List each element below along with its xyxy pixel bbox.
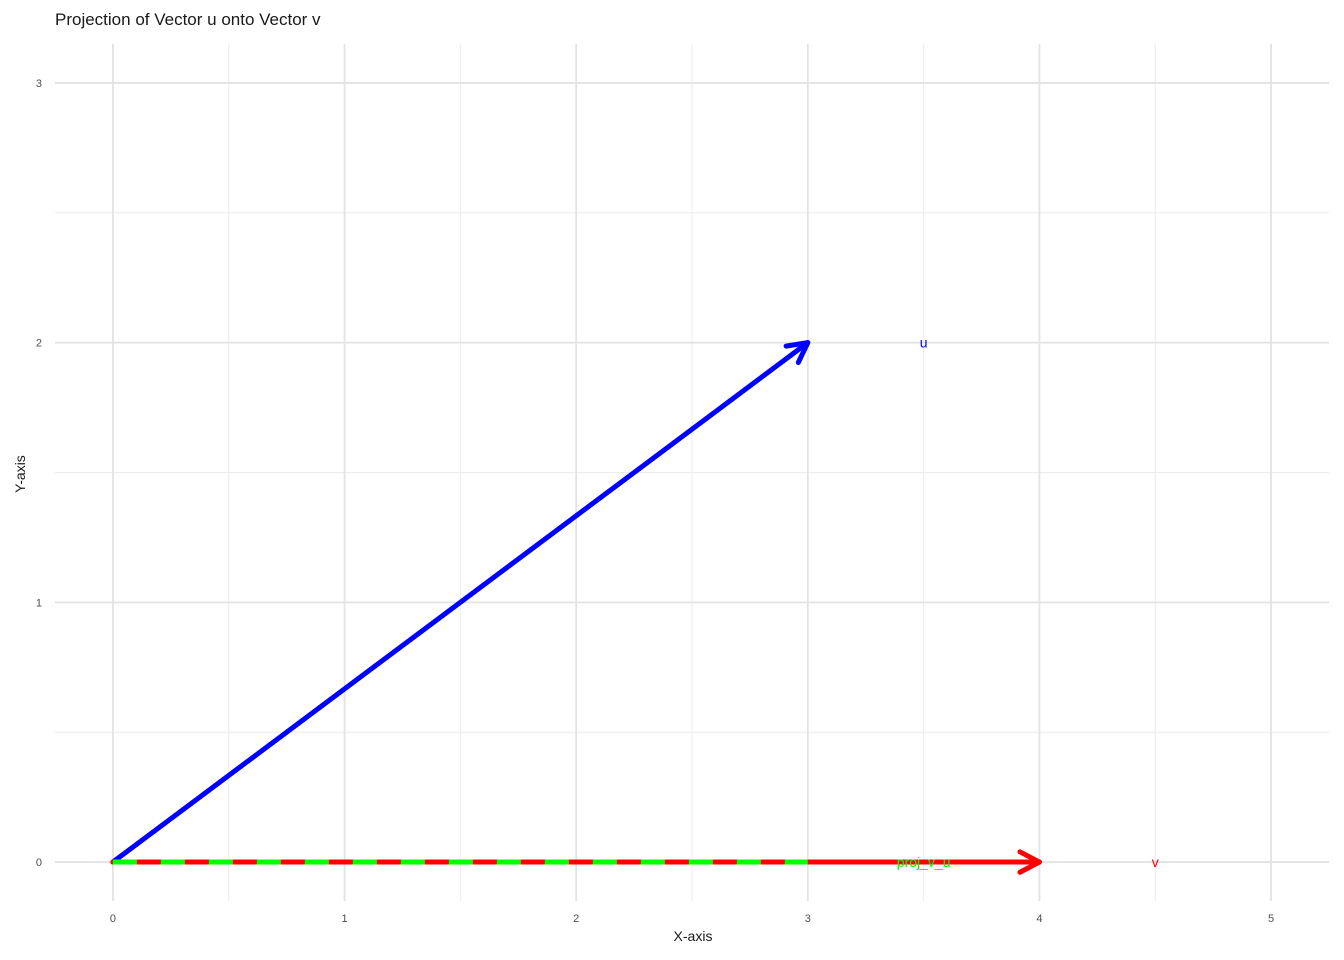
vector-u <box>110 340 811 865</box>
y-tick-label: 0 <box>36 857 42 869</box>
x-tick-label: 5 <box>1268 913 1274 925</box>
vector-labels: u v proj_v_u <box>897 335 1159 870</box>
y-tick-label: 3 <box>36 78 42 90</box>
y-tick-label: 2 <box>36 338 42 350</box>
x-tick-label: 2 <box>573 913 579 925</box>
minor-gridlines <box>55 44 1329 901</box>
vector-label-u: u <box>920 335 928 351</box>
tick-labels: 0 1 2 3 4 5 0 1 2 3 <box>36 78 1274 925</box>
x-tick-label: 0 <box>110 913 116 925</box>
vector-label-proj-v-u: proj_v_u <box>897 854 951 870</box>
vector-v-arrowhead <box>1017 849 1042 875</box>
major-gridlines <box>55 44 1329 901</box>
vector-label-v: v <box>1152 854 1159 870</box>
vectors <box>110 340 1042 875</box>
y-axis-label: Y-axis <box>12 455 28 493</box>
x-tick-label: 4 <box>1036 913 1042 925</box>
x-axis-label: X-axis <box>673 928 713 944</box>
y-tick-label: 1 <box>36 597 42 609</box>
x-tick-label: 3 <box>805 913 811 925</box>
x-tick-label: 1 <box>341 913 347 925</box>
chart-title: Projection of Vector u onto Vector v <box>55 10 321 29</box>
vector-u-arrowhead <box>783 340 811 366</box>
